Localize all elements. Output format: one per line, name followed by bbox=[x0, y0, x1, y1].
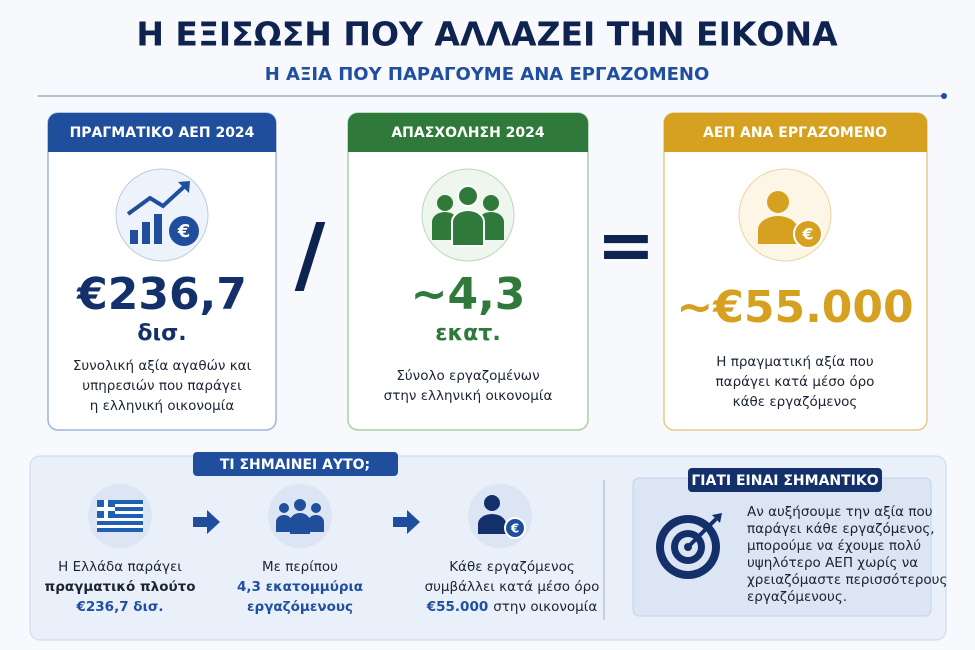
importance-title: ΓΙΑΤΙ ΕΙΝΑΙ ΣΗΜΑΝΤΙΚΟ bbox=[691, 473, 878, 489]
item-text: συμβάλλει κατά μέσο όρο bbox=[425, 579, 600, 595]
importance-tab bbox=[688, 468, 882, 492]
icon-crowd bbox=[276, 499, 324, 534]
arrow bbox=[393, 510, 420, 534]
item-text: εργαζόμενους bbox=[247, 599, 353, 615]
card-text: Συνολική αξία αγαθών και bbox=[73, 358, 252, 374]
card-text: παράγει κατά μέσο όρο bbox=[716, 374, 875, 390]
icon-target bbox=[656, 513, 722, 579]
card-text: Σύνολο εργαζομένων bbox=[396, 368, 539, 384]
svg-text:€: € bbox=[177, 221, 191, 242]
title: Η ΕΞΙΣΩΣΗ ΠΟΥ ΑΛΛΑΖΕΙ ΤΗΝ ΕΙΚΟΝΑ bbox=[136, 15, 838, 54]
card-employment: ΑΠΑΣΧΟΛΗΣΗ 2024 ~4,3 εκατ. Σύνολο εργαζο… bbox=[347, 112, 589, 431]
item-text: €55.000 στην οικονομία bbox=[426, 599, 598, 615]
meaning-title: ΤΙ ΣΗΜΑΙΝΕΙ ΑΥΤΟ; bbox=[220, 457, 370, 473]
card-value: ~€55.000 bbox=[676, 282, 913, 333]
card-header bbox=[348, 113, 588, 152]
meaning-item: Η Ελλάδα παράγει πραγματικό πλούτο €236,… bbox=[45, 484, 196, 615]
card-header bbox=[664, 113, 927, 152]
card-value: ~4,3 bbox=[411, 269, 526, 320]
card-unit: δισ. bbox=[137, 321, 186, 346]
importance-text: εργαζόμενους. bbox=[747, 589, 847, 605]
item-text: πραγματικό πλούτο bbox=[45, 579, 196, 595]
icon-worker: € bbox=[478, 495, 526, 539]
importance-text: υψηλότερο ΑΕΠ χωρίς να bbox=[747, 555, 918, 571]
operator-equals: = bbox=[597, 204, 656, 286]
divider-dot bbox=[941, 93, 947, 99]
item-text: Με περίπου bbox=[262, 559, 338, 575]
card-text: η ελληνική οικονομία bbox=[90, 398, 235, 414]
importance-box: ΓΙΑΤΙ ΕΙΝΑΙ ΣΗΜΑΝΤΙΚΟ Αν αυξήσουμε την α… bbox=[632, 468, 947, 617]
icon-circle bbox=[738, 168, 832, 262]
card-value: €236,7 bbox=[76, 269, 247, 320]
meaning-item: Με περίπου 4,3 εκατομμύρια εργαζόμενους bbox=[237, 484, 363, 615]
item-text: €236,7 δισ. bbox=[76, 599, 164, 615]
item-text: Η Ελλάδα παράγει bbox=[58, 559, 182, 575]
card-gdp: ΠΡΑΓΜΑΤΙΚΟ ΑΕΠ 2024 € €236,7 δισ. Συνολι… bbox=[47, 112, 277, 431]
item-text: Κάθε εργαζόμενος bbox=[449, 559, 575, 575]
arrow bbox=[193, 510, 220, 534]
card-per-worker: ΑΕΠ ΑΝΑ ΕΡΓΑΖΟΜΕΝΟ € ~€55.000 Η πραγματι… bbox=[663, 112, 928, 431]
meaning-tab bbox=[193, 452, 398, 476]
svg-text:€: € bbox=[510, 522, 519, 536]
icon-worker: € bbox=[758, 191, 823, 249]
card-header bbox=[48, 113, 276, 152]
card-text: κάθε εργαζόμενος bbox=[733, 394, 858, 410]
importance-text: μπορούμε να έχουμε πολύ bbox=[747, 538, 921, 554]
operator-divide: / bbox=[295, 205, 326, 303]
card-label: ΑΕΠ ΑΝΑ ΕΡΓΑΖΟΜΕΝΟ bbox=[703, 125, 887, 141]
card-label: ΠΡΑΓΜΑΤΙΚΟ ΑΕΠ 2024 bbox=[70, 125, 255, 141]
meaning-item: € Κάθε εργαζόμενος συμβάλλει κατά μέσο ό… bbox=[425, 484, 600, 615]
svg-text:€: € bbox=[801, 225, 813, 244]
icon-flag bbox=[97, 500, 143, 532]
item-text: 4,3 εκατομμύρια bbox=[237, 579, 363, 595]
item-highlight: €55.000 bbox=[426, 599, 489, 615]
icon-chart: € bbox=[126, 181, 199, 246]
importance-text: παράγει κάθε εργαζόμενος, bbox=[747, 521, 935, 537]
card-text: υπηρεσιών που παράγει bbox=[82, 378, 242, 394]
card-label: ΑΠΑΣΧΟΛΗΣΗ 2024 bbox=[391, 125, 545, 141]
card-text: στην ελληνική οικονομία bbox=[384, 388, 553, 404]
importance-text: Αν αυξήσουμε την αξία που bbox=[747, 504, 933, 520]
icon-people bbox=[432, 185, 504, 247]
item-tail: στην οικονομία bbox=[493, 599, 597, 615]
importance-text: χρειαζόμαστε περισσότερους bbox=[747, 572, 947, 588]
card-unit: εκατ. bbox=[435, 321, 500, 346]
subtitle: Η ΑΞΙΑ ΠΟΥ ΠΑΡΑΓΟΥΜΕ ΑΝΑ ΕΡΓΑΖΟΜΕΝΟ bbox=[265, 64, 710, 85]
card-text: Η πραγματική αξία που bbox=[716, 354, 874, 370]
